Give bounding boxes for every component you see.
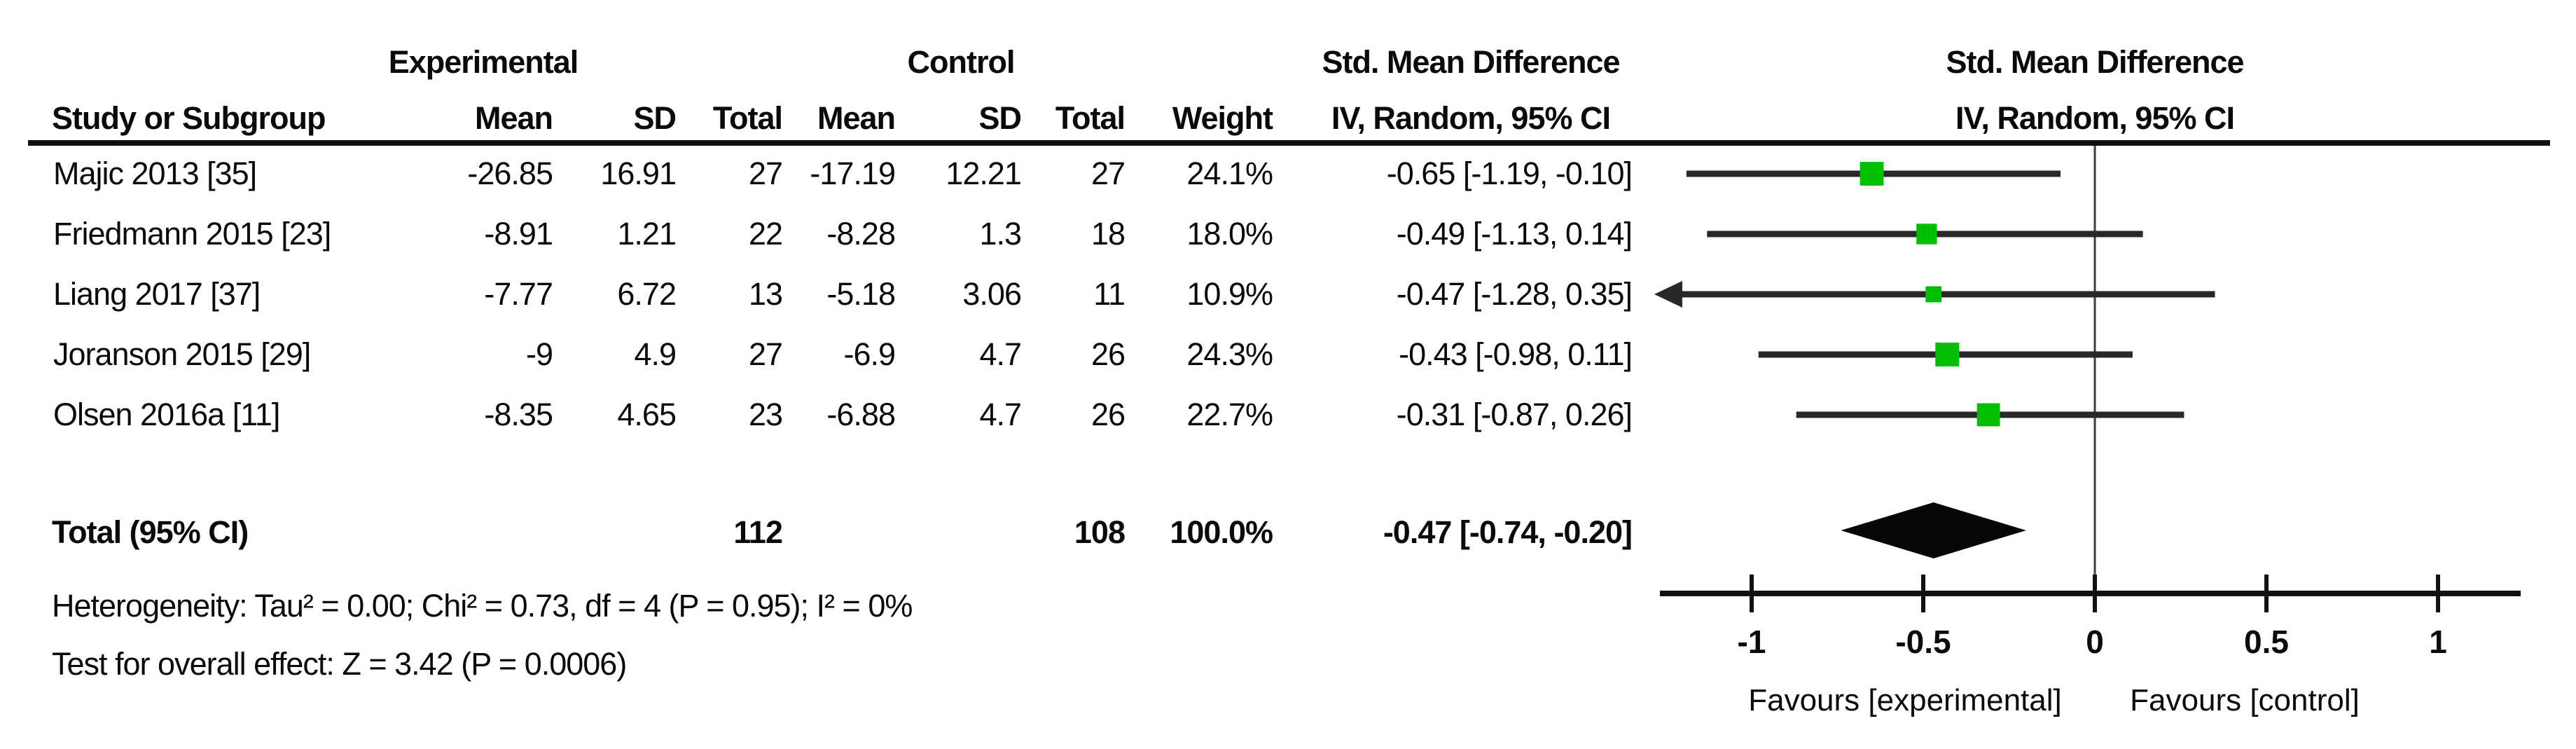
total-label: Total (95% CI) [52, 514, 249, 550]
exp-total: 22 [748, 216, 783, 252]
exp-mean: -8.91 [484, 216, 553, 252]
study-label: Friedmann 2015 [23] [53, 216, 331, 252]
exp-mean: -9 [525, 336, 553, 372]
exp-sd: 1.21 [617, 216, 677, 252]
weight-value: 10.9% [1186, 276, 1273, 312]
axis-tick [1921, 575, 1925, 612]
ctrl-sd: 4.7 [979, 397, 1022, 432]
ci-text: -0.65 [-1.19, -0.10] [1386, 156, 1633, 191]
ctrl-sd: 4.7 [979, 336, 1022, 372]
axis-tick-label: -0.5 [1895, 624, 1951, 660]
ctrl-mean: -6.88 [826, 397, 896, 432]
exp-mean: -7.77 [484, 276, 553, 312]
ci-text: -0.43 [-0.98, 0.11] [1399, 336, 1633, 372]
exp-mean: -26.85 [467, 156, 553, 191]
ctrl-total: 27 [1090, 156, 1126, 191]
weight-value: 24.1% [1186, 156, 1273, 191]
axis-tick [2093, 575, 2097, 612]
exp-total: 27 [748, 336, 783, 372]
ctrl-total: 26 [1090, 397, 1126, 432]
left-clip-arrow-icon [1654, 281, 1682, 308]
axis-tick-label: 0 [2086, 624, 2104, 660]
total-weight: 100.0% [1170, 514, 1273, 550]
group-header-smd-plot: Std. Mean Difference [1946, 44, 2244, 80]
axis-tick-label: 0.5 [2244, 624, 2289, 660]
effect-square [1976, 403, 2000, 427]
favours-right-label: Favours [control] [2130, 683, 2360, 717]
weight-value: 18.0% [1186, 216, 1273, 252]
ctrl-mean: -8.28 [826, 216, 896, 252]
ctrl-mean: -6.9 [843, 336, 896, 372]
exp-total: 13 [748, 276, 783, 312]
effect-square [1935, 342, 1960, 367]
total-ctrl-n: 108 [1074, 514, 1126, 550]
summary-diamond [1841, 502, 2026, 558]
group-header-control: Control [907, 44, 1016, 80]
ctrl-total: 11 [1093, 276, 1126, 312]
axis-tick [2264, 575, 2269, 612]
x-axis-line [1660, 591, 2521, 596]
ctrl-total: 18 [1090, 216, 1126, 252]
header-rule [28, 140, 2550, 146]
ctrl-mean: -5.18 [826, 276, 896, 312]
total-exp-n: 112 [733, 514, 783, 550]
ctrl-sd: 12.21 [946, 156, 1022, 191]
ci-text: -0.49 [-1.13, 0.14] [1396, 216, 1633, 252]
axis-tick [1750, 575, 1754, 612]
ctrl-sd: 1.3 [979, 216, 1022, 252]
weight-value: 24.3% [1186, 336, 1273, 372]
axis-tick-label: 1 [2429, 624, 2447, 660]
col-header-mean-ctrl: Mean [817, 100, 896, 136]
axis-tick-label: -1 [1738, 624, 1766, 660]
ci-text: -0.47 [-1.28, 0.35] [1396, 276, 1633, 312]
col-header-ci-plot: IV, Random, 95% CI [1955, 100, 2235, 136]
group-header-smd-table: Std. Mean Difference [1322, 44, 1620, 80]
ctrl-mean: -17.19 [810, 156, 896, 191]
heterogeneity-text: Heterogeneity: Tau² = 0.00; Chi² = 0.73,… [52, 588, 913, 624]
study-label: Olsen 2016a [11] [53, 397, 280, 432]
exp-sd: 4.65 [617, 397, 677, 432]
effect-square [1925, 286, 1942, 303]
col-header-weight: Weight [1172, 100, 1273, 136]
col-header-study: Study or Subgroup [52, 100, 326, 136]
col-header-ci-table: IV, Random, 95% CI [1331, 100, 1611, 136]
exp-total: 23 [748, 397, 783, 432]
effect-square [1916, 224, 1937, 245]
ctrl-total: 26 [1090, 336, 1126, 372]
ci-line [1680, 291, 2215, 298]
col-header-sd-ctrl: SD [978, 100, 1022, 136]
col-header-total-exp: Total [712, 100, 783, 136]
favours-left-label: Favours [experimental] [1748, 683, 2062, 717]
axis-tick [2436, 575, 2440, 612]
group-header-experimental: Experimental [388, 44, 579, 80]
study-label: Majic 2013 [35] [53, 156, 257, 191]
exp-sd: 6.72 [617, 276, 677, 312]
exp-sd: 4.9 [634, 336, 677, 372]
ctrl-sd: 3.06 [962, 276, 1022, 312]
study-label: Joranson 2015 [29] [53, 336, 311, 372]
col-header-sd-exp: SD [633, 100, 677, 136]
col-header-mean-exp: Mean [474, 100, 553, 136]
total-ci-text: -0.47 [-0.74, -0.20] [1383, 514, 1633, 550]
exp-total: 27 [748, 156, 783, 191]
overall-effect-text: Test for overall effect: Z = 3.42 (P = 0… [52, 646, 627, 682]
study-label: Liang 2017 [37] [53, 276, 261, 312]
exp-mean: -8.35 [484, 397, 553, 432]
exp-sd: 16.91 [600, 156, 677, 191]
zero-line [2093, 146, 2096, 593]
weight-value: 22.7% [1186, 397, 1273, 432]
effect-square [1860, 162, 1884, 186]
ci-text: -0.31 [-0.87, 0.26] [1396, 397, 1633, 432]
col-header-total-ctrl: Total [1055, 100, 1126, 136]
